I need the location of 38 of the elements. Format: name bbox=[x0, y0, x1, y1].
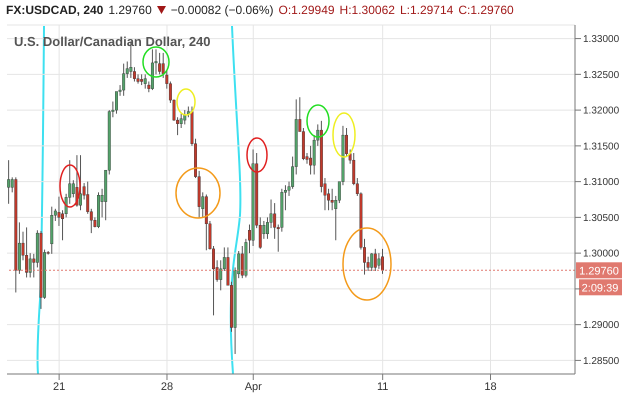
candlestick bbox=[158, 52, 162, 75]
y-tick-label: 1.31000 bbox=[583, 177, 620, 188]
text: L:1.29714 bbox=[400, 3, 454, 17]
y-tick-label: 1.32000 bbox=[583, 106, 620, 117]
candlestick bbox=[377, 252, 380, 270]
x-tick-label: 11 bbox=[376, 380, 388, 393]
candlestick bbox=[374, 248, 377, 272]
candlestick bbox=[79, 154, 82, 211]
candlestick bbox=[370, 252, 374, 272]
text: O:1.29949 bbox=[278, 3, 335, 17]
candlestick bbox=[381, 248, 384, 274]
text: −0.00082 (−0.06%) bbox=[170, 3, 274, 17]
y-tick-label: 1.28500 bbox=[583, 356, 620, 367]
y-tick-label: 1.30500 bbox=[583, 212, 620, 224]
candlestick bbox=[330, 188, 334, 211]
text: FX:USDCAD, 240 bbox=[6, 3, 104, 17]
candlestick bbox=[183, 110, 186, 125]
candlestick bbox=[25, 226, 28, 278]
text: H:1.30062 bbox=[340, 3, 395, 17]
x-tick-label: 28 bbox=[160, 380, 174, 393]
candlestick bbox=[122, 63, 126, 96]
y-tick-label: 1.32500 bbox=[583, 70, 620, 81]
text: 1.29760 bbox=[108, 3, 152, 17]
candlestick bbox=[140, 74, 144, 86]
candlestick bbox=[240, 245, 244, 279]
y-tick-label: 1.33000 bbox=[583, 34, 620, 46]
text: 2:09:39 bbox=[582, 282, 618, 294]
y-tick-label: 1.31500 bbox=[583, 141, 620, 152]
ref-line-label: 1.29760 bbox=[579, 265, 619, 278]
x-tick-label: 18 bbox=[484, 380, 497, 393]
y-tick-label: 1.29000 bbox=[583, 320, 620, 332]
candlestick bbox=[28, 252, 32, 278]
x-tick-label: Apr bbox=[244, 380, 262, 393]
candlestick bbox=[144, 74, 147, 90]
x-tick-label: 21 bbox=[53, 380, 66, 393]
y-tick-label: 1.30000 bbox=[583, 248, 620, 260]
candlestick bbox=[7, 160, 10, 204]
text: C:1.29760 bbox=[458, 3, 514, 17]
